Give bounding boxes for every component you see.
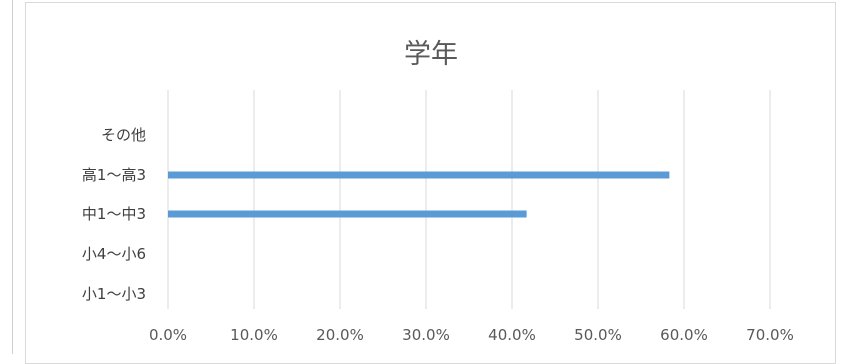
x-tick-label: 40.0%: [488, 326, 536, 344]
x-axis-tick-labels: 0.0% 10.0% 20.0% 30.0% 40.0% 50.0% 60.0% 70.0%: [149, 326, 794, 344]
bar[interactable]: [168, 171, 670, 179]
category-label: 高1～高3: [82, 166, 146, 184]
x-tick-label: 60.0%: [660, 326, 708, 344]
x-tick-label: 30.0%: [402, 326, 450, 344]
x-tick-label: 0.0%: [149, 326, 187, 344]
category-labels: 小1～小3 小4～小6 中1～中3 高1～高3 その他: [82, 126, 146, 303]
bar-chart: 学年 小1～小3 小4～小6 中1～中3 高1～高3 その他 0.0% 10.0% 20.0…: [82, 39, 794, 344]
category-label: 中1～中3: [82, 205, 146, 223]
category-label: 小4～小6: [82, 245, 146, 263]
bars: [168, 171, 670, 218]
gridlines: [167, 90, 771, 309]
x-tick-label: 20.0%: [316, 326, 364, 344]
bar[interactable]: [168, 210, 527, 218]
x-tick-label: 50.0%: [574, 326, 622, 344]
chart-title: 学年: [404, 39, 458, 70]
category-label: その他: [101, 126, 146, 144]
x-tick-label: 70.0%: [746, 326, 794, 344]
x-tick-label: 10.0%: [230, 326, 278, 344]
chart-area[interactable]: 学年 小1～小3 小4～小6 中1～中3 高1～高3 その他 0.0% 10.0% 20.0…: [25, 2, 836, 364]
adjacent-panel-edge: [0, 0, 13, 354]
category-label: 小1～小3: [82, 285, 146, 303]
